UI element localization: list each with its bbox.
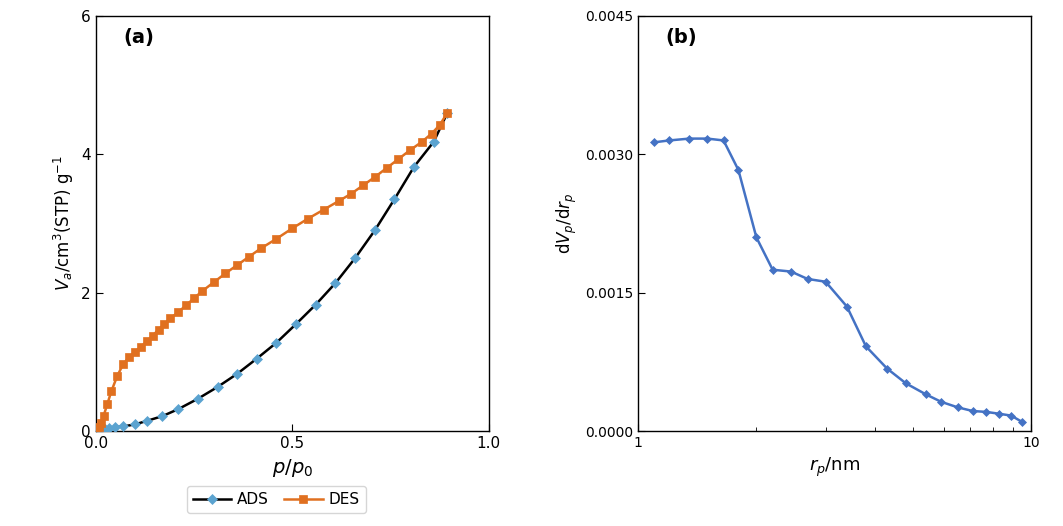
ADS xyxy=(251,356,264,362)
DES xyxy=(180,302,192,308)
ADS xyxy=(407,164,420,170)
ADS xyxy=(129,421,141,428)
DES xyxy=(129,349,141,355)
DES xyxy=(219,270,232,277)
DES xyxy=(92,424,105,430)
X-axis label: $\mathit{r_p}$/nm: $\mathit{r_p}$/nm xyxy=(809,456,860,479)
DES xyxy=(207,279,220,286)
ADS xyxy=(349,255,361,261)
ADS xyxy=(309,301,322,308)
ADS xyxy=(191,396,204,402)
DES xyxy=(441,109,454,116)
ADS xyxy=(172,406,185,412)
DES xyxy=(152,326,165,332)
DES xyxy=(231,262,243,268)
Y-axis label: $\mathit{V_a}$/cm$^3$(STP) g$^{-1}$: $\mathit{V_a}$/cm$^3$(STP) g$^{-1}$ xyxy=(51,156,75,291)
DES xyxy=(172,309,185,316)
DES xyxy=(254,245,267,251)
DES xyxy=(187,295,200,301)
Text: (a): (a) xyxy=(123,28,154,47)
ADS xyxy=(117,423,130,430)
DES xyxy=(135,343,148,350)
DES xyxy=(270,236,283,242)
ADS xyxy=(369,227,382,234)
DES xyxy=(90,426,103,432)
ADS xyxy=(388,196,401,203)
DES xyxy=(140,338,153,345)
Y-axis label: d$\mathit{V_p}$/d$\mathit{r_p}$: d$\mathit{V_p}$/d$\mathit{r_p}$ xyxy=(555,193,579,255)
X-axis label: $\mathit{p/p_0}$: $\mathit{p/p_0}$ xyxy=(272,457,313,479)
DES xyxy=(434,122,446,128)
DES xyxy=(317,207,330,213)
ADS xyxy=(441,109,454,116)
DES xyxy=(333,198,345,204)
ADS xyxy=(231,371,243,377)
ADS xyxy=(427,139,440,145)
Line: ADS: ADS xyxy=(94,109,451,433)
DES xyxy=(147,332,159,339)
ADS xyxy=(330,280,342,286)
ADS xyxy=(140,418,153,424)
DES xyxy=(111,373,123,379)
Text: (b): (b) xyxy=(665,28,697,47)
Legend: ADS, DES: ADS, DES xyxy=(187,486,366,513)
ADS xyxy=(97,426,109,432)
ADS xyxy=(103,424,116,431)
DES xyxy=(356,183,369,189)
DES xyxy=(158,321,171,327)
ADS xyxy=(90,426,103,432)
DES xyxy=(425,130,438,137)
DES xyxy=(117,361,130,367)
ADS xyxy=(270,339,283,346)
DES xyxy=(286,225,299,231)
ADS xyxy=(95,426,107,432)
DES xyxy=(105,388,118,394)
DES xyxy=(242,254,255,260)
DES xyxy=(381,165,393,171)
ADS xyxy=(92,426,105,432)
DES xyxy=(369,174,382,180)
DES xyxy=(101,400,114,407)
ADS xyxy=(99,426,112,432)
DES xyxy=(344,190,357,197)
DES xyxy=(97,413,109,419)
DES xyxy=(95,420,107,426)
DES xyxy=(392,156,405,163)
DES xyxy=(196,288,208,295)
ADS xyxy=(212,384,224,390)
ADS xyxy=(108,424,121,430)
DES xyxy=(164,315,176,321)
DES xyxy=(416,139,428,145)
DES xyxy=(122,354,135,360)
DES xyxy=(302,216,315,222)
DES xyxy=(404,147,417,153)
ADS xyxy=(290,321,303,327)
ADS xyxy=(156,413,169,419)
Line: DES: DES xyxy=(94,108,452,433)
